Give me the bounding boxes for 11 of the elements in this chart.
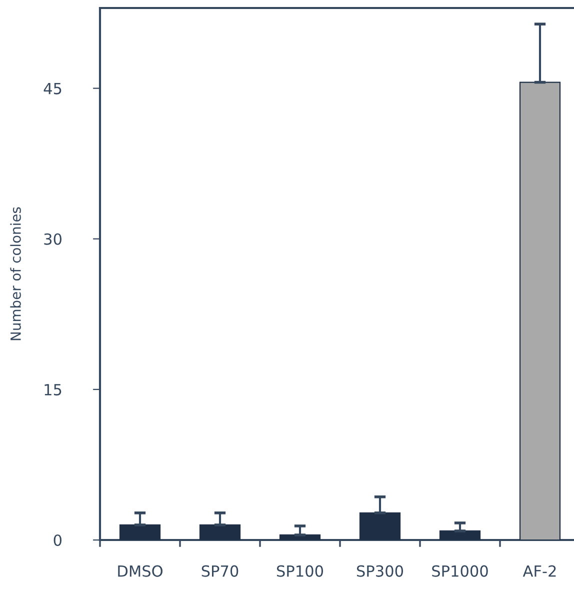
x-tick-label: SP1000 xyxy=(432,565,488,577)
y-tick-label: 45 xyxy=(44,82,62,94)
y-axis-title: Number of colonies xyxy=(10,207,21,340)
y-tick-label: 0 xyxy=(54,534,62,546)
x-tick-label: SP300 xyxy=(356,565,404,577)
x-tick-label: DMSO xyxy=(118,565,162,577)
x-tick-label: SP70 xyxy=(202,565,238,577)
x-tick-label: AF-2 xyxy=(522,565,556,577)
x-tick-label: SP100 xyxy=(276,565,324,577)
y-tick-label: 30 xyxy=(44,233,62,245)
y-tick-label: 15 xyxy=(44,384,62,396)
